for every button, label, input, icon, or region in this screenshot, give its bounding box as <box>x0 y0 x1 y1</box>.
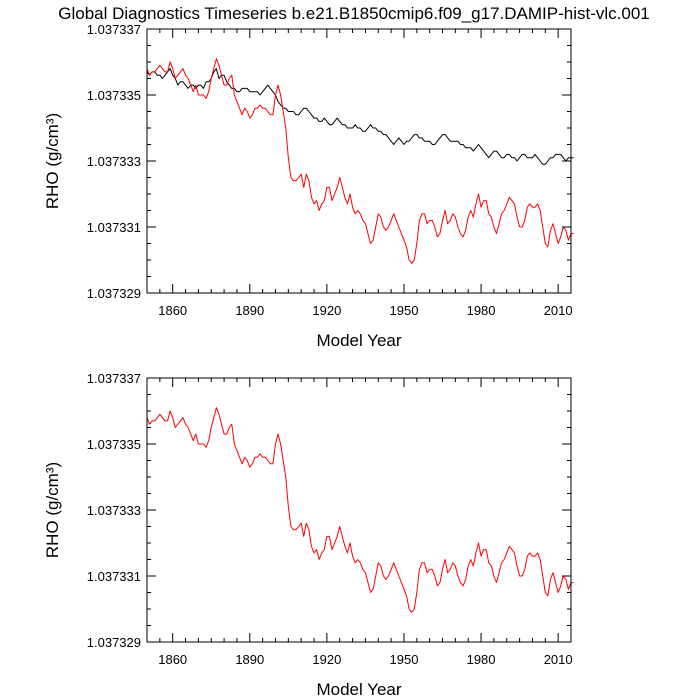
top-y-tick-label: 1.037337 <box>87 22 141 37</box>
top-x-axis-label: Model Year <box>316 331 401 350</box>
bottom-x-tick-label: 1890 <box>235 652 264 667</box>
top-x-tick-label: 1980 <box>467 303 496 318</box>
bottom-x-axis-label: Model Year <box>316 680 401 699</box>
top-y-tick-label: 1.037331 <box>87 220 141 235</box>
bottom-panel: Model Year RHO (g/cm³) 1860 1890 1920 1950 1… <box>43 371 574 699</box>
top-series-line-1 <box>146 58 574 264</box>
bottom-x-tick-label: 2010 <box>544 652 573 667</box>
top-y-axis-label: RHO (g/cm³) <box>43 113 62 209</box>
bottom-x-tick-label: 1860 <box>158 652 187 667</box>
bottom-plot-frame <box>146 377 572 643</box>
top-y-tick-label: 1.037333 <box>87 154 141 169</box>
top-x-tick-label: 1920 <box>312 303 341 318</box>
bottom-x-tick-label: 1950 <box>390 652 419 667</box>
bottom-y-tick-label: 1.037337 <box>87 371 141 386</box>
top-x-tick-label: 1860 <box>158 303 187 318</box>
top-panel: Model Year RHO (g/cm³) 1860 1890 1920 1950 1… <box>43 22 574 350</box>
top-x-tick-label: 1950 <box>390 303 419 318</box>
bottom-x-tick-label: 1980 <box>467 652 496 667</box>
top-plot-frame <box>146 28 572 294</box>
bottom-series-line-0 <box>146 407 574 613</box>
top-x-tick-label: 2010 <box>544 303 573 318</box>
bottom-y-tick-label: 1.037335 <box>87 437 141 452</box>
bottom-y-tick-label: 1.037331 <box>87 569 141 584</box>
bottom-y-tick-label: 1.037329 <box>87 635 141 650</box>
bottom-y-axis-label: RHO (g/cm³) <box>43 462 62 558</box>
bottom-x-tick-label: 1920 <box>312 652 341 667</box>
bottom-y-tick-label: 1.037333 <box>87 503 141 518</box>
figure-title: Global Diagnostics Timeseries b.e21.B185… <box>58 4 650 23</box>
top-y-tick-label: 1.037335 <box>87 88 141 103</box>
top-y-tick-label: 1.037329 <box>87 286 141 301</box>
top-x-tick-label: 1890 <box>235 303 264 318</box>
top-series-line-0 <box>146 68 574 165</box>
